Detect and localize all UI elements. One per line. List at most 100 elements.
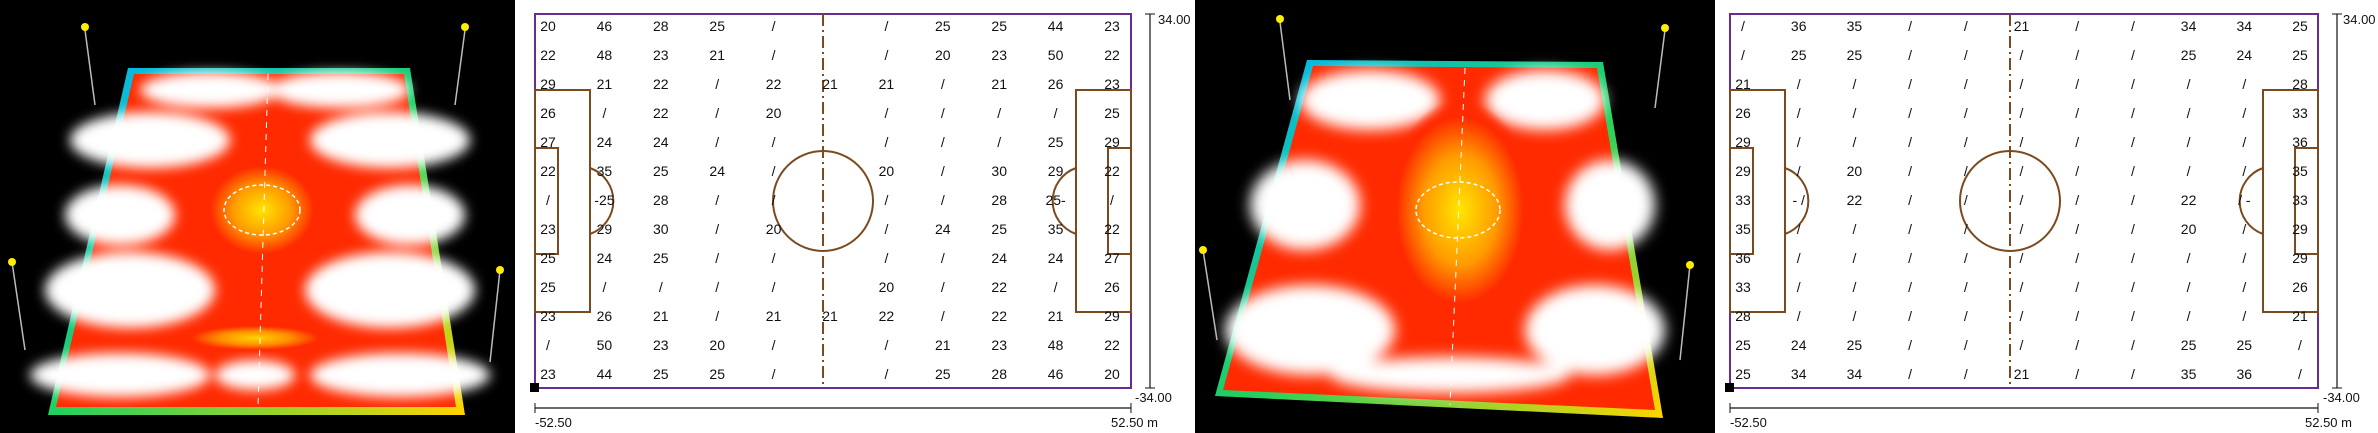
grid-value: /: [2075, 76, 2079, 92]
grid-value: 25: [1847, 47, 1863, 63]
grid-value: 25: [709, 366, 725, 382]
grid-value: 25: [2181, 337, 2197, 353]
center-hotspot: [1385, 100, 1535, 320]
grid-value: /: [2020, 76, 2024, 92]
grid-value: 30: [991, 163, 1007, 179]
grid-value: 36: [1735, 250, 1751, 266]
grid-value: /: [2020, 337, 2024, 353]
grid-value: 22: [653, 76, 669, 92]
grid-value: /: [2298, 337, 2302, 353]
grid-value: /: [1110, 192, 1114, 208]
grid-value: 25: [653, 250, 669, 266]
center-circle-marking: [223, 184, 301, 236]
grid-value: /: [941, 308, 945, 324]
grid-value: 25: [540, 279, 556, 295]
grid-value: /: [2131, 221, 2135, 237]
grid-value: /: [546, 337, 550, 353]
grid-value: /: [602, 279, 606, 295]
grid-value: 24: [935, 221, 951, 237]
grid-value: /: [1908, 105, 1912, 121]
grid-value: /: [1908, 134, 1912, 150]
grid-value: / -: [2238, 192, 2251, 208]
render-view-1: [0, 0, 515, 433]
grid-value: /: [2187, 76, 2191, 92]
grid-value: 25: [1791, 47, 1807, 63]
grid-value: /: [2131, 18, 2135, 34]
grid-value: 25: [2237, 337, 2253, 353]
grid-value: 35: [1847, 18, 1863, 34]
grid-value: /: [941, 250, 945, 266]
grid-value: /: [2020, 134, 2024, 150]
grid-value: /: [2131, 47, 2135, 63]
grid-value: /: [1964, 105, 1968, 121]
grid-value: 33: [2292, 105, 2308, 121]
grid-value: /: [1797, 105, 1801, 121]
grid-value: /: [2075, 163, 2079, 179]
grid-value: /: [1797, 221, 1801, 237]
grid-value: /: [772, 337, 776, 353]
grid-value: 25: [653, 163, 669, 179]
right-penalty-area: [2262, 89, 2319, 313]
grid-value: 29: [597, 221, 613, 237]
grid-value: /: [2242, 76, 2246, 92]
grid-value: /: [772, 192, 776, 208]
grid-value: /: [1797, 163, 1801, 179]
grid-value: /: [2075, 134, 2079, 150]
grid-value: 46: [1048, 366, 1064, 382]
grid-value: /: [2020, 221, 2024, 237]
grid-value: /: [2131, 337, 2135, 353]
grid-value: /: [1741, 18, 1745, 34]
center-circle-marking: [1415, 181, 1501, 239]
grid-value: /: [772, 279, 776, 295]
grid-value: /: [715, 134, 719, 150]
grid-value: 26: [1104, 279, 1120, 295]
grid-value: 50: [597, 337, 613, 353]
grid-value: 22: [879, 308, 895, 324]
grid-value: 25-: [1045, 192, 1066, 208]
grid-value: /: [1852, 279, 1856, 295]
grid-value: 36: [2237, 366, 2253, 382]
grid-value: 50: [1048, 47, 1064, 63]
grid-value: 21: [935, 337, 951, 353]
grid-value: /: [1852, 308, 1856, 324]
grid-value: 26: [2292, 279, 2308, 295]
grid-value: /: [715, 250, 719, 266]
grid-value: 25: [2292, 47, 2308, 63]
grid-value: /: [2187, 163, 2191, 179]
grid-value: 28: [1735, 308, 1751, 324]
grid-value: /: [1964, 163, 1968, 179]
grid-value: /: [2242, 308, 2246, 324]
grid-value: 44: [1048, 18, 1064, 34]
grid-value: /: [772, 47, 776, 63]
grid-value: /: [1964, 18, 1968, 34]
grid-value: /: [2075, 366, 2079, 382]
grid-value: /: [715, 279, 719, 295]
grid-value: 22: [540, 163, 556, 179]
grid-value: /: [1852, 250, 1856, 266]
right-goal-area: [2294, 147, 2319, 255]
grid-value: /: [1908, 76, 1912, 92]
grid-value: /: [2131, 105, 2135, 121]
grid-value: 25: [991, 18, 1007, 34]
grid-value: 23: [540, 308, 556, 324]
grid-value: 34: [1847, 366, 1863, 382]
pitch-grid-svg-2: / 36 35 / / 21 / / 34 34 25 / 25 25 / / / / / 25 24 25 21 / / / / /…: [1725, 12, 2378, 430]
left-goal-area: [1729, 147, 1754, 255]
grid-value: /: [941, 192, 945, 208]
grid-value: /: [1964, 47, 1968, 63]
grid-value: /: [2131, 279, 2135, 295]
pitch-markings: [534, 13, 1132, 389]
grid-value: 35: [2181, 366, 2197, 382]
grid-value: 48: [597, 47, 613, 63]
grid-value: /: [2187, 308, 2191, 324]
grid-value: 25: [653, 366, 669, 382]
grid-value: /: [884, 47, 888, 63]
grid-value: 22: [1104, 337, 1120, 353]
grid-value: 23: [540, 366, 556, 382]
y-axis-top-label: 34.00 m: [2343, 12, 2378, 27]
grid-value: 22: [653, 105, 669, 121]
grid-value: 27: [1104, 250, 1120, 266]
grid-value: /: [941, 105, 945, 121]
grid-value: 25: [935, 366, 951, 382]
grid-value: /: [2242, 105, 2246, 121]
